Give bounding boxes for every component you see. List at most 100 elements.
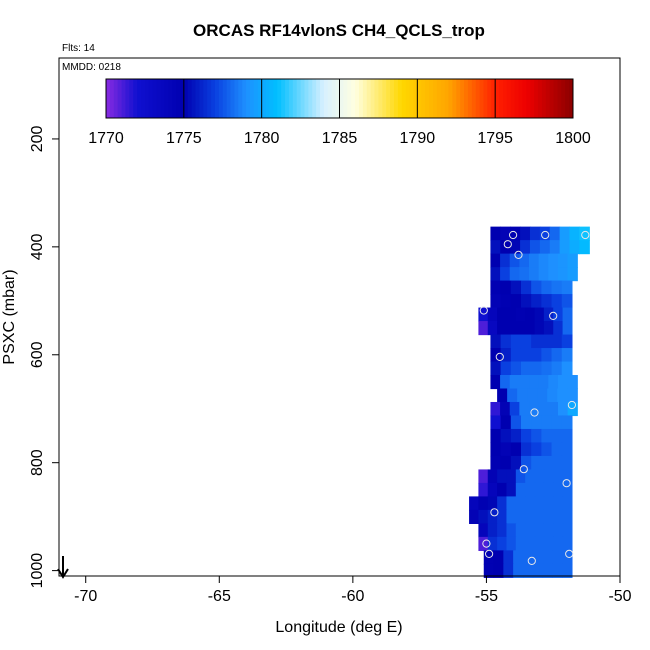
heatmap-cell bbox=[520, 442, 532, 457]
heatmap-cell bbox=[567, 375, 578, 390]
heatmap-cell bbox=[506, 469, 517, 484]
heatmap-cell bbox=[552, 550, 563, 565]
heatmap-cell bbox=[534, 307, 545, 322]
heatmap-cell bbox=[497, 388, 508, 403]
heatmap-cell bbox=[525, 509, 536, 524]
heatmap-cell bbox=[517, 388, 528, 403]
y-axis-label: PSXC (mbar) bbox=[1, 269, 18, 364]
colorbar-segment bbox=[440, 79, 446, 118]
heatmap-cell bbox=[500, 267, 511, 282]
heatmap-cell bbox=[567, 253, 578, 268]
heatmap-cell bbox=[510, 334, 522, 349]
heatmap-cell bbox=[525, 523, 536, 538]
x-tick-label: -50 bbox=[608, 588, 631, 605]
heatmap-cell bbox=[541, 361, 553, 376]
y-tick-label: 1000 bbox=[29, 553, 46, 589]
colorbar-segment bbox=[195, 79, 200, 118]
heatmap-cell bbox=[500, 361, 512, 376]
colorbar-segment bbox=[335, 79, 340, 118]
colorbar-segment bbox=[436, 79, 442, 118]
colorbar-segment bbox=[121, 79, 126, 118]
colorbar-segment bbox=[514, 79, 520, 118]
data-point bbox=[527, 556, 536, 566]
colorbar-segment bbox=[308, 79, 313, 118]
heatmap-cell bbox=[525, 482, 536, 498]
heatmap-cell bbox=[500, 415, 512, 430]
colorbar-segment bbox=[273, 79, 278, 118]
heatmap-cell bbox=[497, 523, 508, 538]
heatmap-cell bbox=[543, 482, 554, 498]
colorbar-segment bbox=[160, 79, 165, 118]
data-point bbox=[479, 306, 488, 315]
heatmap-cell bbox=[551, 294, 563, 309]
heatmap-cell bbox=[497, 509, 508, 524]
heatmap-cell bbox=[515, 536, 526, 551]
colorbar-segment bbox=[285, 79, 290, 118]
colorbar-segment bbox=[491, 79, 496, 118]
colorbar-segment bbox=[164, 79, 169, 118]
heatmap-cell bbox=[520, 240, 531, 255]
data-point bbox=[519, 465, 528, 474]
heatmap-cell bbox=[531, 455, 542, 471]
heatmap-cell bbox=[490, 361, 502, 376]
heatmap-cell bbox=[529, 267, 540, 282]
heatmap-cell bbox=[525, 469, 536, 484]
colorbar-segment bbox=[152, 79, 158, 118]
chart-title: ORCAS RF14vlonS CH4_QCLS_trop bbox=[193, 21, 485, 40]
heatmap-cell bbox=[487, 509, 498, 524]
colorbar-segment bbox=[312, 79, 317, 118]
colorbar-tick-label: 1785 bbox=[322, 130, 358, 147]
heatmap-cell bbox=[522, 563, 534, 578]
heatmap-cell bbox=[478, 469, 489, 484]
colorbar-segment bbox=[253, 79, 259, 118]
colorbar-segment bbox=[125, 79, 130, 118]
colorbar-segment bbox=[109, 79, 115, 118]
heatmap-cell bbox=[538, 267, 549, 282]
heatmap-cell bbox=[551, 428, 563, 444]
heatmap-cell bbox=[500, 428, 512, 444]
heatmap-cell bbox=[553, 482, 564, 498]
colorbar-segment bbox=[179, 79, 185, 118]
heatmap-cell bbox=[541, 455, 553, 471]
colorbar-segment bbox=[557, 79, 562, 118]
heatmap-cell bbox=[529, 253, 540, 268]
colorbar-segment bbox=[510, 79, 516, 118]
colorbar-segment bbox=[230, 79, 235, 118]
heatmap-cell bbox=[561, 442, 573, 457]
colorbar-segment bbox=[534, 79, 539, 118]
heatmap-cell bbox=[534, 536, 545, 551]
heatmap-cell bbox=[567, 388, 578, 403]
heatmap-cell bbox=[532, 563, 544, 578]
colorbar-segment bbox=[300, 79, 305, 118]
colorbar-segment bbox=[144, 79, 150, 118]
colorbar-segment bbox=[417, 79, 422, 118]
colorbar-segment bbox=[187, 79, 193, 118]
x-tick-label: -55 bbox=[475, 588, 498, 605]
colorbar-segment bbox=[168, 79, 173, 118]
heatmap-cell bbox=[561, 348, 573, 363]
heatmap-cell bbox=[525, 307, 536, 322]
colorbar-segment bbox=[261, 79, 267, 118]
data-point bbox=[514, 250, 523, 259]
heatmap-cell bbox=[520, 428, 532, 444]
heatmap-cell bbox=[490, 348, 502, 363]
heatmap-cell bbox=[500, 348, 512, 363]
heatmap-cell bbox=[547, 388, 558, 403]
heatmap-cell bbox=[487, 469, 498, 484]
colorbar-segment bbox=[316, 79, 321, 118]
heatmap-cell bbox=[562, 469, 573, 484]
heatmap-cell bbox=[515, 509, 526, 524]
heatmap-cell bbox=[497, 496, 508, 511]
heatmap-cell bbox=[569, 240, 580, 255]
heatmap-cell bbox=[569, 226, 580, 241]
data-point bbox=[549, 311, 558, 320]
colorbar-segment bbox=[238, 79, 243, 118]
data-point bbox=[562, 479, 571, 488]
heatmap-cell bbox=[478, 321, 489, 336]
heatmap-cell bbox=[562, 496, 573, 511]
colorbar-segment bbox=[183, 79, 189, 118]
colorbar-segment bbox=[191, 79, 197, 118]
heatmap-cell bbox=[538, 401, 549, 417]
heatmap-cell bbox=[553, 469, 564, 484]
heatmap-cell bbox=[543, 523, 554, 538]
